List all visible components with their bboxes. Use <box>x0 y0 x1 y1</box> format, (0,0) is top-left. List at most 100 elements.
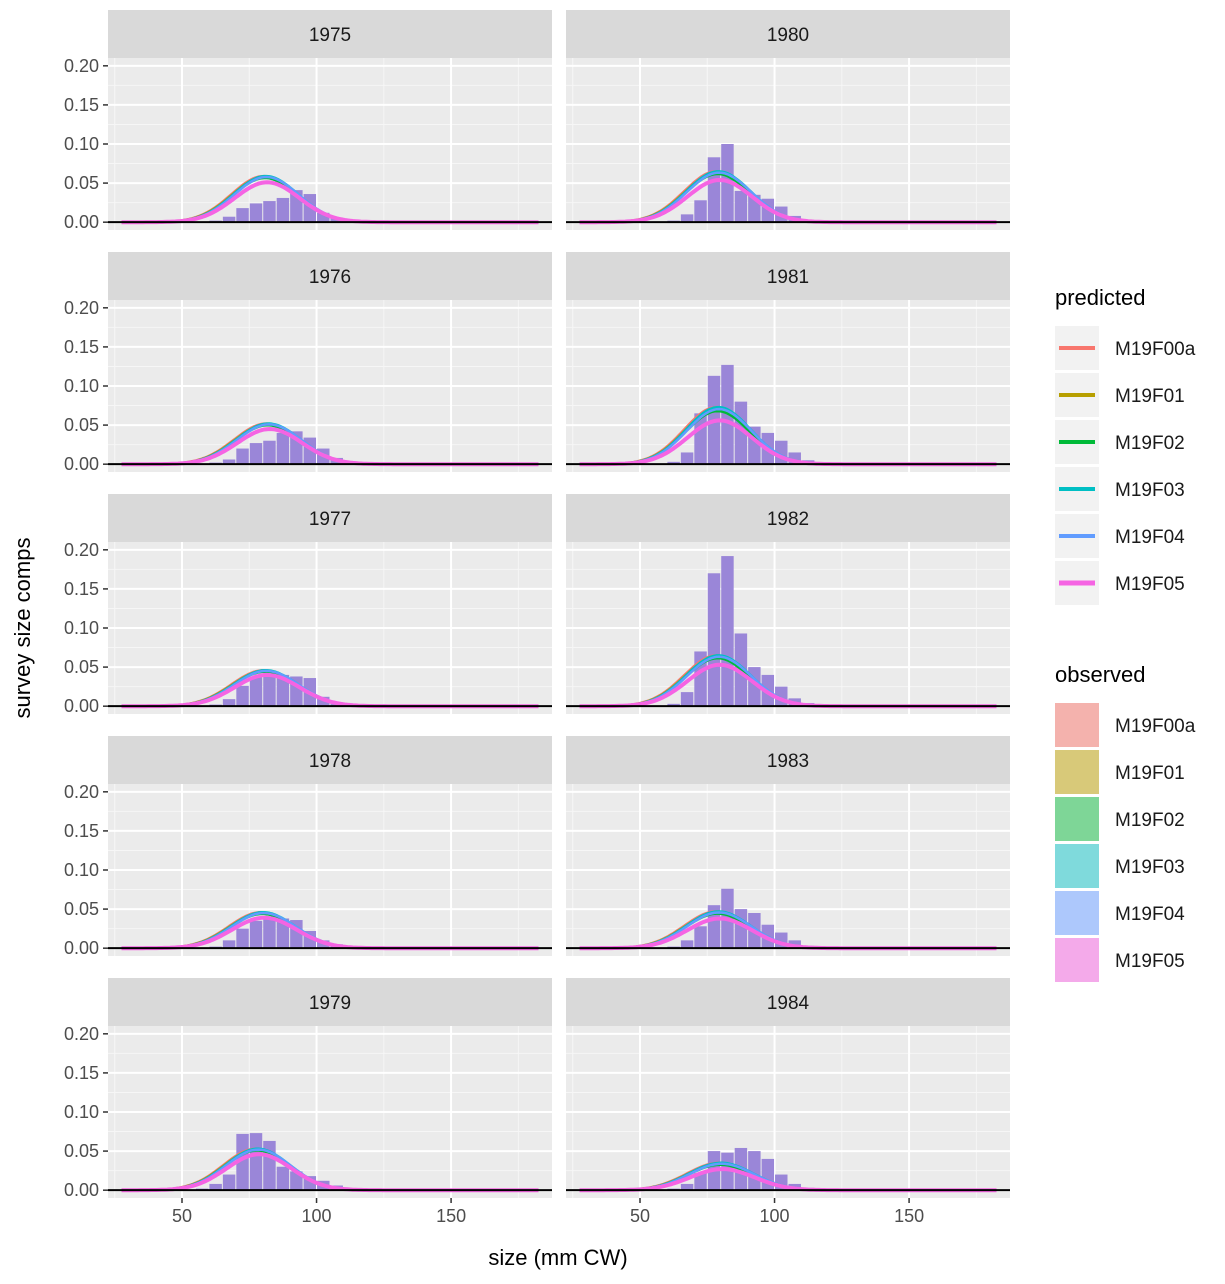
observed-bar <box>694 200 707 223</box>
y-tick-label: 0.05 <box>64 173 99 193</box>
facet-strip-label: 1975 <box>309 25 351 46</box>
x-tick-label: 150 <box>894 1206 924 1226</box>
y-tick-label: 0.00 <box>64 938 99 958</box>
observed-bar <box>222 1174 236 1191</box>
y-tick-label: 0.15 <box>64 579 99 599</box>
y-tick-label: 0.20 <box>64 540 99 560</box>
legend-label: M19F03 <box>1115 480 1185 501</box>
y-tick-label: 0.05 <box>64 899 99 919</box>
observed-bar <box>276 197 290 223</box>
legend-fill-swatch <box>1055 797 1099 841</box>
y-tick-label: 0.05 <box>64 1141 99 1161</box>
facet-strip-label: 1981 <box>767 267 809 288</box>
y-tick-label: 0.05 <box>64 657 99 677</box>
legend-observed: observed M19F00a M19F01 M19F02 M19F03 M19F04… <box>1055 662 1196 982</box>
observed-bar <box>222 699 236 707</box>
observed-bar <box>734 190 748 223</box>
legend-label: M19F04 <box>1115 904 1185 925</box>
observed-bar <box>236 1133 249 1191</box>
observed-bar <box>209 1183 222 1191</box>
y-tick-label: 0.15 <box>64 337 99 357</box>
facet-strip <box>108 978 552 1026</box>
facet-panels: 1975 0.00 0.05 0.10 0.15 0.20 1976 0.00 0.05 0.10… <box>64 10 1010 1226</box>
legend-label: M19F05 <box>1115 574 1185 595</box>
y-tick-label: 0.15 <box>64 1063 99 1083</box>
facet-panel-1983: 1983 <box>566 736 1010 956</box>
y-tick-label: 0.10 <box>64 618 99 638</box>
facet-strip-label: 1978 <box>309 751 351 772</box>
facet-strip <box>108 252 552 300</box>
y-tick-label: 0.00 <box>64 212 99 232</box>
observed-bar <box>222 216 236 223</box>
y-tick-label: 0.00 <box>64 454 99 474</box>
facet-panel-1981: 1981 <box>566 252 1010 472</box>
observed-bar <box>707 573 721 707</box>
y-tick-label: 0.10 <box>64 860 99 880</box>
facet-strip <box>108 736 552 784</box>
facet-strip-label: 1976 <box>309 267 351 288</box>
observed-bar <box>721 556 734 707</box>
facet-panel-1975: 1975 0.00 0.05 0.10 0.15 0.20 <box>64 10 552 232</box>
observed-bar <box>694 1172 707 1191</box>
legend-label: M19F02 <box>1115 433 1185 454</box>
observed-bar <box>680 214 694 223</box>
legend-fill-swatch <box>1055 844 1099 888</box>
observed-bar <box>276 432 290 465</box>
observed-bar <box>263 1140 276 1191</box>
facet-strip <box>566 736 1010 784</box>
y-tick-label: 0.05 <box>64 415 99 435</box>
facet-strip-label: 1977 <box>309 509 351 530</box>
legend-fill-swatch <box>1055 938 1099 982</box>
observed-bar <box>707 905 721 949</box>
facet-panel-1978: 1978 0.00 0.05 0.10 0.15 0.20 <box>64 736 552 958</box>
observed-bar <box>249 203 263 223</box>
y-tick-label: 0.00 <box>64 696 99 716</box>
observed-bar <box>667 461 680 465</box>
x-tick-label: 150 <box>436 1206 466 1226</box>
legend-label: M19F05 <box>1115 951 1185 972</box>
facet-panel-1982: 1982 <box>566 494 1010 714</box>
observed-bar <box>236 928 249 949</box>
observed-bar <box>667 703 680 707</box>
observed-bar <box>788 452 801 465</box>
facet-strip-label: 1984 <box>767 993 810 1014</box>
y-tick-label: 0.00 <box>64 1180 99 1200</box>
x-tick-label: 50 <box>172 1206 192 1226</box>
legend-observed-title: observed <box>1055 662 1146 687</box>
y-tick-label: 0.20 <box>64 56 99 76</box>
facet-strip-label: 1979 <box>309 993 351 1014</box>
y-tick-label: 0.15 <box>64 821 99 841</box>
facet-strip <box>566 978 1010 1026</box>
y-tick-label: 0.10 <box>64 134 99 154</box>
observed-bar <box>263 440 276 465</box>
legend-fill-swatch <box>1055 703 1099 747</box>
facet-panel-1979: 1979 0.00 0.05 0.10 0.15 0.20 50 100 150 <box>64 978 552 1226</box>
observed-bar <box>222 940 236 949</box>
legend-label: M19F04 <box>1115 527 1185 548</box>
facet-strip-label: 1982 <box>767 509 809 530</box>
x-tick-label: 100 <box>302 1206 332 1226</box>
facet-strip <box>566 10 1010 58</box>
facet-strip-label: 1983 <box>767 751 809 772</box>
y-tick-label: 0.15 <box>64 95 99 115</box>
facet-panel-1980: 1980 <box>566 10 1010 230</box>
facet-strip <box>108 494 552 542</box>
facet-strip-label: 1980 <box>767 25 809 46</box>
legend-label: M19F03 <box>1115 857 1185 878</box>
legend-label: M19F01 <box>1115 763 1185 784</box>
legend-fill-swatch <box>1055 750 1099 794</box>
legend-predicted-title: predicted <box>1055 285 1146 310</box>
observed-bar <box>276 1166 290 1191</box>
observed-bar <box>680 452 694 465</box>
facet-strip <box>566 252 1010 300</box>
observed-bar <box>680 692 694 707</box>
observed-bar <box>680 940 694 949</box>
observed-bar <box>249 1133 263 1191</box>
legend-label: M19F00a <box>1115 339 1196 360</box>
observed-bar <box>236 685 249 707</box>
x-tick-label: 50 <box>630 1206 650 1226</box>
y-tick-label: 0.20 <box>64 298 99 318</box>
y-tick-label: 0.20 <box>64 1024 99 1044</box>
